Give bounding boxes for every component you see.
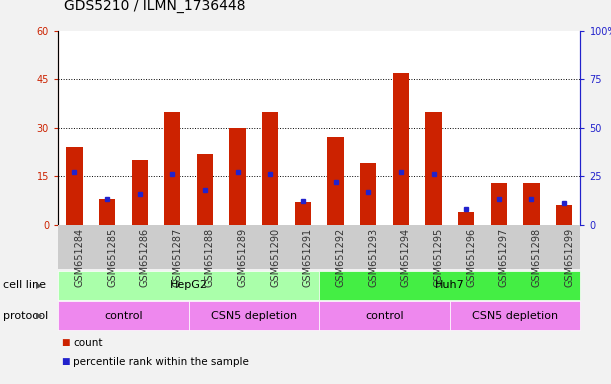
Bar [523,183,540,225]
Text: GSM651285: GSM651285 [107,228,117,287]
Text: Huh7: Huh7 [435,280,465,290]
Text: GSM651290: GSM651290 [270,228,280,287]
Text: GSM651288: GSM651288 [205,228,215,287]
Text: GDS5210 / ILMN_1736448: GDS5210 / ILMN_1736448 [64,0,246,13]
Bar [393,73,409,225]
Text: ▶: ▶ [37,281,43,290]
Text: GSM651286: GSM651286 [140,228,150,287]
Bar [131,160,148,225]
Text: GSM651299: GSM651299 [564,228,574,287]
Text: GSM651287: GSM651287 [172,228,182,287]
Bar [164,111,180,225]
Bar [230,128,246,225]
Text: GSM651289: GSM651289 [238,228,247,287]
Text: GSM651292: GSM651292 [335,228,346,287]
Text: HepG2: HepG2 [170,280,208,290]
Bar [327,137,344,225]
Bar [66,147,82,225]
Text: ■: ■ [61,338,70,347]
Bar [556,205,573,225]
Bar [262,111,279,225]
Bar [491,183,507,225]
Text: cell line: cell line [3,280,46,290]
Bar [295,202,311,225]
Text: GSM651298: GSM651298 [532,228,541,287]
Text: protocol: protocol [3,311,48,321]
Bar [360,163,376,225]
Text: control: control [365,311,404,321]
Text: CSN5 depletion: CSN5 depletion [472,311,558,321]
Text: GSM651284: GSM651284 [75,228,84,287]
Text: GSM651293: GSM651293 [368,228,378,287]
Text: CSN5 depletion: CSN5 depletion [211,311,297,321]
Text: GSM651296: GSM651296 [466,228,476,287]
Text: ▶: ▶ [37,311,43,320]
Text: ■: ■ [61,357,70,366]
Text: GSM651294: GSM651294 [401,228,411,287]
Bar [458,212,474,225]
Text: GSM651295: GSM651295 [434,228,444,287]
Bar [197,154,213,225]
Text: GSM651291: GSM651291 [303,228,313,287]
Text: control: control [104,311,142,321]
Text: percentile rank within the sample: percentile rank within the sample [73,357,249,367]
Bar [425,111,442,225]
Bar [99,199,115,225]
Text: GSM651297: GSM651297 [499,228,509,287]
Text: count: count [73,338,103,348]
